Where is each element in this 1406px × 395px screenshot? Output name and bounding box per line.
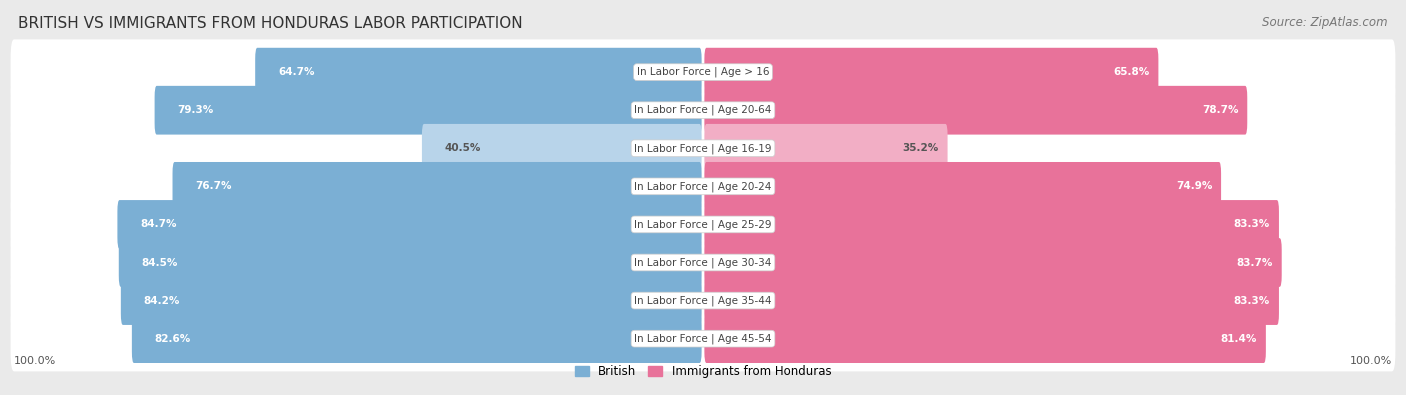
FancyBboxPatch shape (11, 77, 1395, 143)
Text: 84.2%: 84.2% (143, 295, 180, 306)
Text: 100.0%: 100.0% (1350, 356, 1392, 366)
FancyBboxPatch shape (704, 162, 1220, 211)
Text: In Labor Force | Age 35-44: In Labor Force | Age 35-44 (634, 295, 772, 306)
Text: In Labor Force | Age 16-19: In Labor Force | Age 16-19 (634, 143, 772, 154)
Text: 100.0%: 100.0% (14, 356, 56, 366)
Text: 40.5%: 40.5% (444, 143, 481, 153)
Text: Source: ZipAtlas.com: Source: ZipAtlas.com (1263, 16, 1388, 29)
Text: 83.3%: 83.3% (1233, 220, 1270, 229)
FancyBboxPatch shape (11, 268, 1395, 333)
FancyBboxPatch shape (704, 314, 1265, 363)
Text: In Labor Force | Age 20-64: In Labor Force | Age 20-64 (634, 105, 772, 115)
FancyBboxPatch shape (422, 124, 702, 173)
FancyBboxPatch shape (118, 238, 702, 287)
Text: 64.7%: 64.7% (278, 67, 315, 77)
FancyBboxPatch shape (117, 200, 702, 249)
FancyBboxPatch shape (704, 86, 1247, 135)
FancyBboxPatch shape (254, 48, 702, 96)
FancyBboxPatch shape (704, 200, 1279, 249)
FancyBboxPatch shape (704, 48, 1159, 96)
Text: 65.8%: 65.8% (1114, 67, 1150, 77)
Legend: British, Immigrants from Honduras: British, Immigrants from Honduras (569, 360, 837, 383)
Text: 74.9%: 74.9% (1175, 181, 1212, 191)
FancyBboxPatch shape (173, 162, 702, 211)
Text: 83.7%: 83.7% (1236, 258, 1272, 267)
Text: 82.6%: 82.6% (155, 334, 191, 344)
FancyBboxPatch shape (11, 192, 1395, 257)
FancyBboxPatch shape (11, 40, 1395, 105)
Text: In Labor Force | Age 20-24: In Labor Force | Age 20-24 (634, 181, 772, 192)
FancyBboxPatch shape (132, 314, 702, 363)
Text: 83.3%: 83.3% (1233, 295, 1270, 306)
Text: 84.7%: 84.7% (141, 220, 177, 229)
Text: In Labor Force | Age 30-34: In Labor Force | Age 30-34 (634, 257, 772, 268)
Text: In Labor Force | Age 45-54: In Labor Force | Age 45-54 (634, 333, 772, 344)
FancyBboxPatch shape (704, 124, 948, 173)
FancyBboxPatch shape (704, 238, 1282, 287)
Text: 84.5%: 84.5% (142, 258, 179, 267)
FancyBboxPatch shape (11, 230, 1395, 295)
Text: 35.2%: 35.2% (903, 143, 939, 153)
FancyBboxPatch shape (11, 116, 1395, 181)
FancyBboxPatch shape (11, 306, 1395, 371)
FancyBboxPatch shape (11, 154, 1395, 219)
Text: 79.3%: 79.3% (177, 105, 214, 115)
FancyBboxPatch shape (155, 86, 702, 135)
Text: 81.4%: 81.4% (1220, 334, 1257, 344)
FancyBboxPatch shape (704, 276, 1279, 325)
FancyBboxPatch shape (121, 276, 702, 325)
Text: In Labor Force | Age > 16: In Labor Force | Age > 16 (637, 67, 769, 77)
Text: 76.7%: 76.7% (195, 181, 232, 191)
Text: BRITISH VS IMMIGRANTS FROM HONDURAS LABOR PARTICIPATION: BRITISH VS IMMIGRANTS FROM HONDURAS LABO… (18, 16, 523, 31)
Text: In Labor Force | Age 25-29: In Labor Force | Age 25-29 (634, 219, 772, 229)
Text: 78.7%: 78.7% (1202, 105, 1239, 115)
